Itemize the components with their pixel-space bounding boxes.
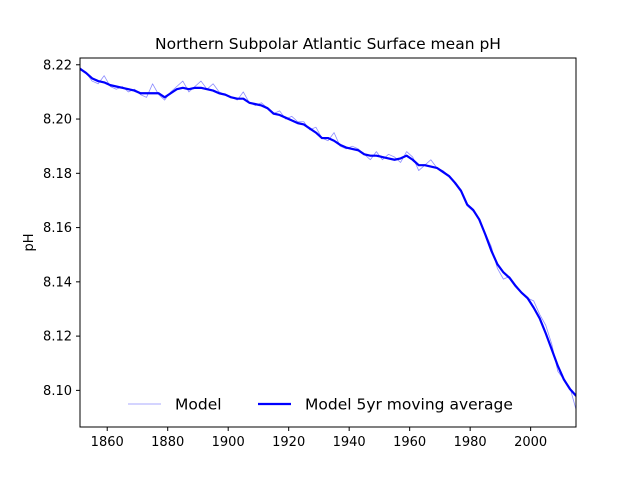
x-axis-ticks: 1860 1880 1900 1920 1940 1960 1980 2000: [91, 427, 547, 450]
y-axis-label: pH: [22, 233, 37, 251]
y-tick-label: 8.20: [43, 113, 72, 128]
plot-area: [80, 67, 576, 410]
x-tick-label: 1880: [151, 435, 184, 450]
y-tick-label: 8.18: [43, 167, 72, 182]
legend-label: Model 5yr moving average: [305, 396, 513, 414]
y-tick-label: 8.22: [43, 58, 72, 73]
x-tick-label: 1900: [212, 435, 245, 450]
x-tick-label: 1960: [393, 435, 426, 450]
x-tick-label: 1980: [454, 435, 487, 450]
series-line-moving-average: [80, 67, 576, 397]
legend: Model Model 5yr moving average: [128, 396, 513, 414]
x-tick-label: 1920: [272, 435, 305, 450]
y-tick-label: 8.16: [43, 221, 72, 236]
x-tick-label: 1940: [333, 435, 366, 450]
x-tick-label: 1860: [91, 435, 124, 450]
x-tick-label: 2000: [514, 435, 547, 450]
axes-frame: [79, 57, 577, 428]
y-axis-ticks: 8.10 8.12 8.14 8.16 8.18 8.20 8.22: [43, 58, 80, 399]
y-tick-label: 8.10: [43, 384, 72, 399]
y-tick-label: 8.12: [43, 330, 72, 345]
y-tick-label: 8.14: [43, 275, 72, 290]
chart-title: Northern Subpolar Atlantic Surface mean …: [155, 35, 501, 53]
legend-label: Model: [175, 396, 222, 414]
